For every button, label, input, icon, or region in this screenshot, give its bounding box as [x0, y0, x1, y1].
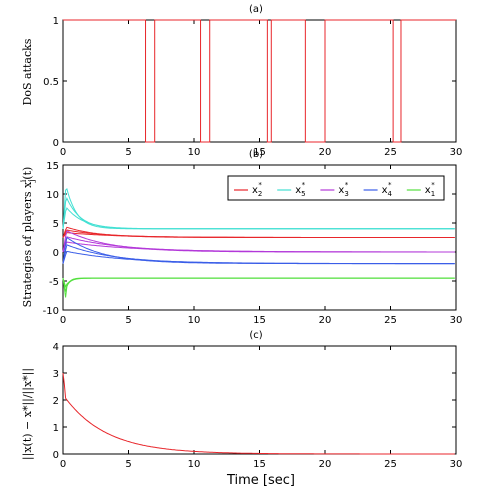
x-tick-label: 30 [450, 147, 463, 158]
strategy-series-x1 [62, 277, 455, 298]
legend-label-x2: x2* [252, 181, 262, 198]
y-tick-label: 0 [53, 138, 59, 149]
panel-b-subtitle: (b) [249, 149, 263, 160]
legend-label-subscript: 1 [431, 190, 435, 198]
dos-attack-series [63, 19, 456, 143]
panel-b-ylabel-main: Strategies of players x [21, 181, 34, 307]
strategy-series-x4 [62, 236, 455, 265]
strategy-series-x3 [62, 241, 455, 253]
legend-label-x1: x1* [425, 181, 435, 198]
x-tick-label: 20 [319, 459, 332, 470]
legend-label-subscript: 2 [258, 190, 262, 198]
legend-label-subscript: 5 [301, 190, 305, 198]
panel-c-ticks: 0 5 10 15 20 25 30 0 1 2 3 4 [53, 342, 463, 470]
panel-b-legend: x2* x5* x3* x4* x1* [227, 175, 445, 201]
legend-box [227, 175, 445, 201]
strategy-series-x5 [62, 197, 455, 230]
y-tick-label: 2 [53, 396, 59, 407]
legend-label-name: x [382, 185, 388, 196]
y-tick-label: 1 [53, 423, 59, 434]
x-tick-label: 25 [384, 147, 397, 158]
panel-c-subtitle: (c) [249, 330, 262, 341]
strategy-series-x5 [62, 207, 455, 230]
x-tick-label: 25 [384, 315, 397, 326]
strategy-series-x2 [62, 232, 455, 238]
y-tick-label: 0 [53, 248, 59, 259]
x-tick-label: 0 [60, 459, 66, 470]
x-tick-label: 30 [450, 459, 463, 470]
strategy-series-x4 [62, 250, 455, 265]
legend-label-x4: x4* [382, 181, 393, 198]
x-tick-label: 5 [125, 315, 131, 326]
panel-c: 0 5 10 15 20 25 30 0 1 2 3 4 [53, 342, 463, 470]
y-tick-label: 4 [53, 342, 59, 353]
panel-b-ylabel-suffix: (t) [21, 167, 34, 180]
panel-b-ylabel: Strategies of players xji(t) [19, 167, 36, 308]
y-tick-label: 15 [46, 161, 59, 172]
x-tick-label: 10 [188, 147, 201, 158]
legend-label-x5: x5* [295, 181, 305, 198]
x-tick-label: 5 [125, 147, 131, 158]
x-tick-label: 25 [384, 459, 397, 470]
panel-c-frame [62, 345, 457, 455]
panel-b-ylabel-sup: i [19, 179, 28, 182]
legend-label-name: x [338, 185, 344, 196]
x-tick-label: 30 [450, 315, 463, 326]
panel-a: 0 5 10 15 20 25 30 0 0.5 1 [43, 16, 462, 158]
x-tick-label: 15 [253, 459, 266, 470]
y-tick-label: 0.5 [43, 77, 59, 88]
strategy-series-x1 [62, 277, 455, 292]
strategy-series-x3 [62, 236, 455, 253]
panel-a-marks [63, 19, 456, 143]
panel-a-ylabel: DoS attacks [21, 38, 34, 105]
x-tick-label: 15 [253, 147, 266, 158]
panel-a-frame [62, 19, 457, 143]
legend-label-x3: x3* [338, 181, 348, 198]
panel-a-ticks: 0 5 10 15 20 25 30 0 0.5 1 [43, 16, 462, 158]
x-tick-label: 20 [319, 315, 332, 326]
strategy-series-x1 [62, 277, 455, 289]
error-norm-series [62, 372, 455, 455]
panel-c-marks [62, 372, 455, 455]
x-axis-label: Time [sec] [226, 473, 295, 488]
panel-c-ylabel: ||x(t) − x*||/||x*|| [21, 368, 35, 460]
y-tick-label: 0 [53, 450, 59, 461]
panel-b-ylabel-sub: j [27, 179, 36, 182]
x-tick-label: 15 [253, 315, 266, 326]
x-tick-label: 0 [60, 315, 66, 326]
legend-label-name: x [295, 185, 301, 196]
panel-a-subtitle: (a) [249, 4, 263, 15]
y-tick-label: 3 [53, 369, 59, 380]
y-tick-label: 1 [53, 16, 59, 27]
y-tick-label: -10 [43, 306, 59, 317]
y-tick-label: 5 [53, 219, 59, 230]
strategy-series-x3 [62, 230, 455, 253]
legend-label-star: * [431, 181, 435, 189]
legend-label-star: * [302, 181, 306, 189]
legend-label-name: x [425, 185, 431, 196]
legend-label-subscript: 4 [388, 190, 393, 198]
y-tick-label: 10 [46, 190, 59, 201]
x-tick-label: 20 [319, 147, 332, 158]
x-tick-label: 0 [60, 147, 66, 158]
x-tick-label: 10 [188, 459, 201, 470]
legend-label-star: * [258, 181, 262, 189]
legend-label-subscript: 3 [344, 190, 348, 198]
y-tick-label: -5 [49, 277, 59, 288]
panel-b-marks [62, 187, 455, 298]
legend-label-name: x [252, 185, 258, 196]
legend-label-star: * [388, 181, 392, 189]
x-tick-label: 5 [125, 459, 131, 470]
legend-label-star: * [345, 181, 349, 189]
x-tick-label: 10 [188, 315, 201, 326]
